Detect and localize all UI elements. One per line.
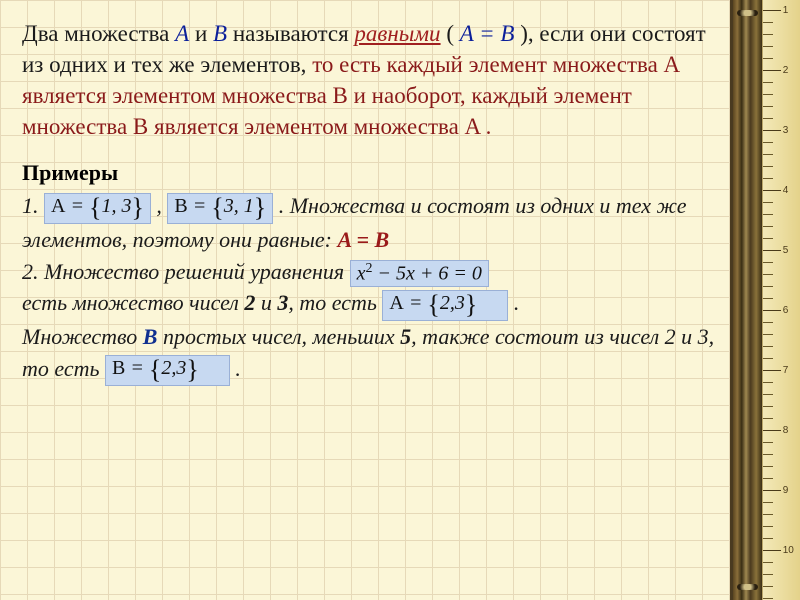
ruler-tick-label: 2 bbox=[783, 65, 789, 76]
slide-page: Два множества A и B называются равными (… bbox=[0, 0, 730, 600]
ruler-tick-minor bbox=[763, 478, 773, 479]
ruler-tick-minor bbox=[763, 274, 773, 275]
ruler-tick-major bbox=[763, 70, 781, 71]
ruler-tick-minor bbox=[763, 598, 773, 599]
ruler-tick-minor bbox=[763, 574, 773, 575]
ruler-tick-label: 9 bbox=[783, 485, 789, 496]
math-box-B23: B = {2,3} bbox=[105, 355, 230, 386]
ruler-tick-major bbox=[763, 430, 781, 431]
text: ( bbox=[441, 21, 460, 46]
ruler-tick-label: 4 bbox=[783, 185, 789, 196]
examples-heading: Примеры bbox=[22, 160, 718, 186]
text: простых чисел, меньших bbox=[157, 324, 400, 349]
text: , то есть bbox=[288, 290, 382, 315]
ruler-tick-minor bbox=[763, 562, 773, 563]
text: и bbox=[189, 21, 213, 46]
ruler-tick-minor bbox=[763, 286, 773, 287]
ruler-tick-minor bbox=[763, 382, 773, 383]
ruler-tick-major bbox=[763, 310, 781, 311]
ruler-tick-minor bbox=[763, 202, 773, 203]
ruler-tick-label: 8 bbox=[783, 425, 789, 436]
ruler-tick-major bbox=[763, 130, 781, 131]
ruler-tick-minor bbox=[763, 238, 773, 239]
text: называются bbox=[227, 21, 354, 46]
ruler-tick-minor bbox=[763, 298, 773, 299]
ruler-tick-minor bbox=[763, 82, 773, 83]
ruler-tick-minor bbox=[763, 154, 773, 155]
keyword-equal: равными bbox=[354, 21, 440, 46]
ex1-AeqB: A = B bbox=[338, 227, 390, 252]
num-2: 2 bbox=[244, 290, 255, 315]
ruler-tick-minor bbox=[763, 322, 773, 323]
ruler-tick-label: 7 bbox=[783, 365, 789, 376]
ruler-tick-minor bbox=[763, 178, 773, 179]
ruler-tick-major bbox=[763, 10, 781, 11]
ruler-tick-minor bbox=[763, 94, 773, 95]
ruler-tick-minor bbox=[763, 454, 773, 455]
text: . bbox=[235, 356, 241, 381]
ruler-scale: 1 2 3 4 5 6 7 8 9 10 bbox=[762, 0, 800, 600]
ex1-number: 1. bbox=[22, 193, 44, 218]
ruler-tick-minor bbox=[763, 58, 773, 59]
ruler-tick-minor bbox=[763, 586, 773, 587]
ruler-tick-minor bbox=[763, 418, 773, 419]
ruler-tick-minor bbox=[763, 442, 773, 443]
ruler-tick-minor bbox=[763, 466, 773, 467]
ruler-tick-minor bbox=[763, 22, 773, 23]
ruler-tick-minor bbox=[763, 514, 773, 515]
ruler-tick-major bbox=[763, 550, 781, 551]
set-B: B bbox=[213, 21, 227, 46]
ruler-tick-minor bbox=[763, 118, 773, 119]
ruler-tick-minor bbox=[763, 106, 773, 107]
ruler-tick-minor bbox=[763, 394, 773, 395]
ruler-tick-minor bbox=[763, 346, 773, 347]
ruler-tick-minor bbox=[763, 538, 773, 539]
text: , bbox=[156, 193, 167, 218]
equation-AeqB: A = B bbox=[460, 21, 515, 46]
ruler-tick-label: 5 bbox=[783, 245, 789, 256]
ruler-tick-major bbox=[763, 250, 781, 251]
ruler-tick-minor bbox=[763, 358, 773, 359]
ruler-tick-minor bbox=[763, 526, 773, 527]
text: Два множества bbox=[22, 21, 175, 46]
ruler-tick-label: 6 bbox=[783, 305, 789, 316]
math-box-quadratic: x2 − 5x + 6 = 0 bbox=[350, 260, 489, 287]
ruler-tick-minor bbox=[763, 334, 773, 335]
ruler-tick-minor bbox=[763, 214, 773, 215]
ruler-tick-label: 3 bbox=[783, 125, 789, 136]
math-box-A23: A = {2,3} bbox=[382, 290, 508, 321]
math-box-A13: A = {1, 3} bbox=[44, 193, 151, 224]
ruler-tick-minor bbox=[763, 34, 773, 35]
examples-body: 1. A = {1, 3} , B = {3, 1} . Множества и… bbox=[22, 190, 718, 386]
definition-paragraph: Два множества A и B называются равными (… bbox=[22, 18, 718, 142]
ruler-tick-label: 1 bbox=[783, 5, 789, 16]
text: есть множество чисел bbox=[22, 290, 244, 315]
ruler-tick-minor bbox=[763, 226, 773, 227]
ruler-tick-major bbox=[763, 490, 781, 491]
ruler-tick-label: 10 bbox=[783, 545, 794, 556]
ruler-tick-minor bbox=[763, 142, 773, 143]
set-B-name: B bbox=[143, 324, 158, 349]
num-5: 5 bbox=[400, 324, 411, 349]
text: . bbox=[514, 290, 520, 315]
ruler-tick-minor bbox=[763, 166, 773, 167]
ruler-sidebar: 1 2 3 4 5 6 7 8 9 10 bbox=[730, 0, 800, 600]
set-A: A bbox=[175, 21, 189, 46]
ruler-tick-minor bbox=[763, 406, 773, 407]
text: Множество bbox=[22, 324, 143, 349]
ruler-tick-major bbox=[763, 370, 781, 371]
math-box-B31: B = {3, 1} bbox=[167, 193, 273, 224]
num-3: 3 bbox=[277, 290, 288, 315]
ruler-tick-major bbox=[763, 190, 781, 191]
text: и bbox=[255, 290, 277, 315]
ruler-tick-minor bbox=[763, 262, 773, 263]
ex2-lead: 2. Множество решений уравнения bbox=[22, 259, 350, 284]
ruler-tick-minor bbox=[763, 502, 773, 503]
binder-spine bbox=[733, 0, 762, 600]
ruler-tick-minor bbox=[763, 46, 773, 47]
